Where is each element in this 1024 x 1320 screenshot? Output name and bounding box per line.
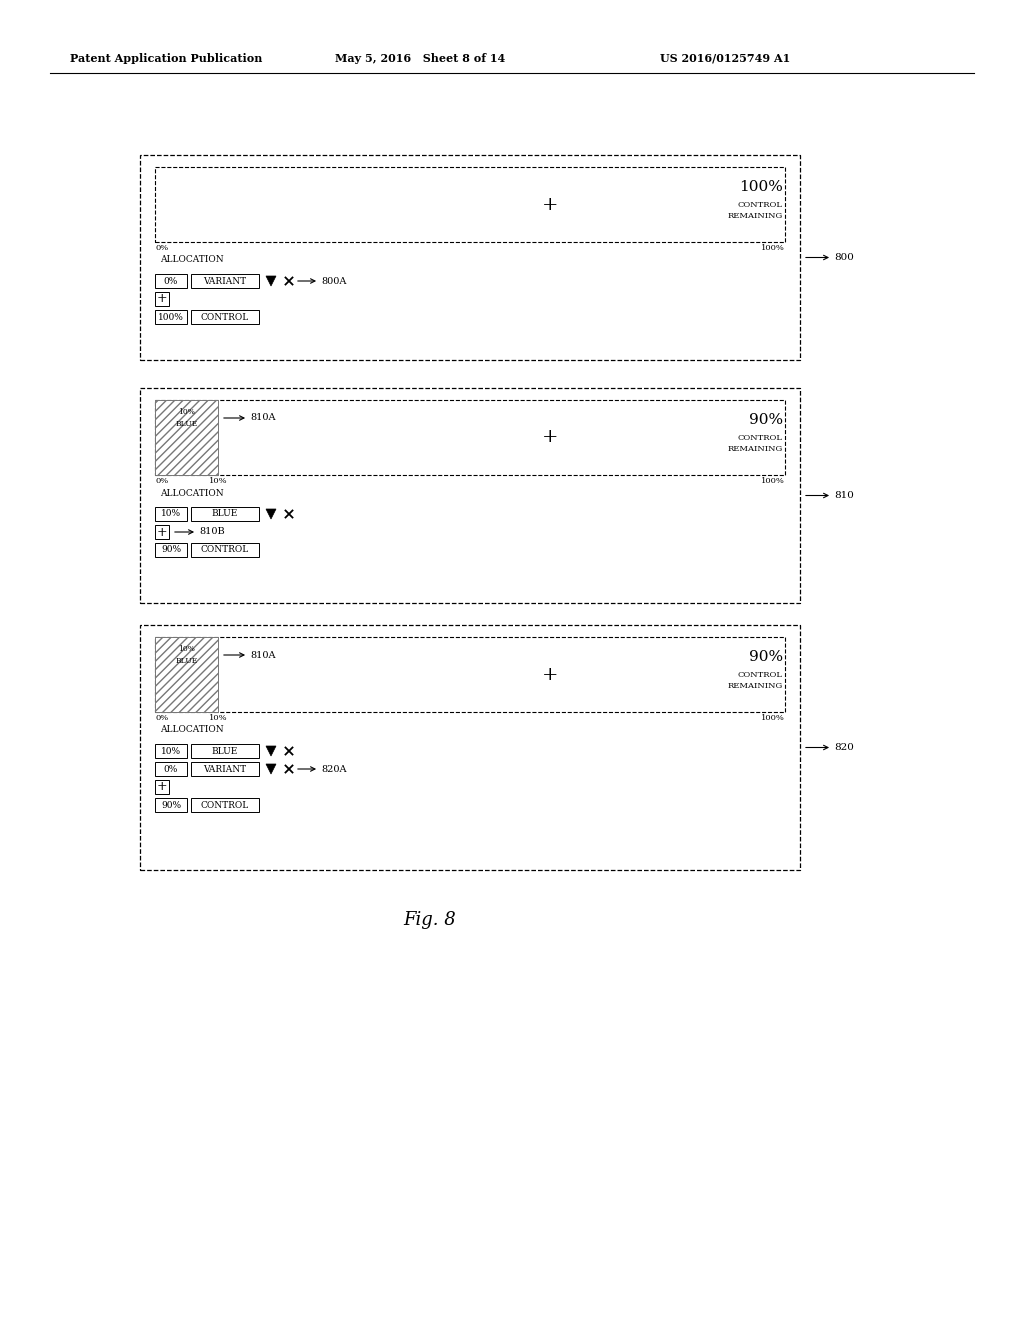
Text: 0%: 0%	[164, 764, 178, 774]
Text: CONTROL: CONTROL	[201, 313, 249, 322]
Bar	[155, 762, 187, 776]
Text: 820A: 820A	[321, 764, 346, 774]
Text: BLUE: BLUE	[212, 510, 239, 519]
Text: 90%: 90%	[749, 413, 783, 426]
Text: 10%: 10%	[178, 645, 195, 653]
Text: BLUE: BLUE	[212, 747, 239, 755]
Text: +: +	[543, 429, 559, 446]
Bar	[155, 780, 169, 795]
Bar	[191, 744, 259, 758]
Text: CONTROL: CONTROL	[738, 671, 783, 678]
Text: +: +	[157, 780, 167, 793]
Text: 800A: 800A	[321, 276, 346, 285]
Bar	[155, 543, 187, 557]
Text: +: +	[543, 195, 559, 214]
Text: BLUE: BLUE	[175, 420, 198, 428]
Bar	[155, 400, 218, 475]
Text: 100%: 100%	[761, 244, 785, 252]
Text: Fig. 8: Fig. 8	[403, 911, 457, 929]
Text: May 5, 2016   Sheet 8 of 14: May 5, 2016 Sheet 8 of 14	[335, 53, 505, 63]
Text: CONTROL: CONTROL	[738, 434, 783, 442]
Bar	[140, 154, 800, 360]
Bar	[191, 762, 259, 776]
Text: 810: 810	[834, 491, 854, 500]
Text: 10%: 10%	[209, 714, 227, 722]
Text: 10%: 10%	[161, 747, 181, 755]
Polygon shape	[266, 764, 276, 774]
Bar	[155, 507, 187, 521]
Text: 810A: 810A	[250, 651, 275, 660]
Text: 0%: 0%	[155, 714, 168, 722]
Bar	[155, 275, 187, 288]
Text: ALLOCATION: ALLOCATION	[160, 726, 223, 734]
Text: 90%: 90%	[161, 545, 181, 554]
Polygon shape	[266, 510, 276, 519]
Bar	[155, 292, 169, 306]
Text: VARIANT: VARIANT	[204, 276, 247, 285]
Text: US 2016/0125749 A1: US 2016/0125749 A1	[660, 53, 791, 63]
Bar	[155, 400, 785, 475]
Text: 90%: 90%	[161, 800, 181, 809]
Text: +: +	[157, 525, 167, 539]
Bar	[191, 275, 259, 288]
Text: 810B: 810B	[199, 528, 224, 536]
Bar	[191, 543, 259, 557]
Text: 810A: 810A	[250, 413, 275, 422]
Text: +: +	[543, 665, 559, 684]
Text: CONTROL: CONTROL	[738, 201, 783, 209]
Bar	[155, 744, 187, 758]
Text: 820: 820	[834, 743, 854, 752]
Text: 10%: 10%	[178, 408, 195, 416]
Bar	[191, 799, 259, 812]
Text: ALLOCATION: ALLOCATION	[160, 256, 223, 264]
Text: REMAINING: REMAINING	[728, 213, 783, 220]
Text: 0%: 0%	[164, 276, 178, 285]
Bar	[191, 507, 259, 521]
Text: BLUE: BLUE	[175, 657, 198, 665]
Text: REMAINING: REMAINING	[728, 445, 783, 453]
Text: 0%: 0%	[155, 477, 168, 484]
Text: ALLOCATION: ALLOCATION	[160, 488, 223, 498]
Text: 10%: 10%	[209, 477, 227, 484]
Text: 10%: 10%	[161, 510, 181, 519]
Text: 100%: 100%	[739, 180, 783, 194]
Polygon shape	[266, 746, 276, 756]
Text: Patent Application Publication: Patent Application Publication	[70, 53, 262, 63]
Bar	[155, 168, 785, 242]
Bar	[155, 525, 169, 539]
Bar	[155, 638, 218, 711]
Bar	[155, 310, 187, 323]
Bar	[140, 388, 800, 603]
Text: +: +	[157, 293, 167, 305]
Text: 100%: 100%	[761, 477, 785, 484]
Text: 100%: 100%	[158, 313, 184, 322]
Bar	[191, 310, 259, 323]
Bar	[140, 624, 800, 870]
Text: REMAINING: REMAINING	[728, 682, 783, 690]
Bar	[155, 799, 187, 812]
Text: VARIANT: VARIANT	[204, 764, 247, 774]
Text: 0%: 0%	[155, 244, 168, 252]
Text: 90%: 90%	[749, 649, 783, 664]
Polygon shape	[266, 276, 276, 286]
Text: CONTROL: CONTROL	[201, 545, 249, 554]
Text: 800: 800	[834, 253, 854, 261]
Text: 100%: 100%	[761, 714, 785, 722]
Bar	[155, 638, 785, 711]
Text: CONTROL: CONTROL	[201, 800, 249, 809]
